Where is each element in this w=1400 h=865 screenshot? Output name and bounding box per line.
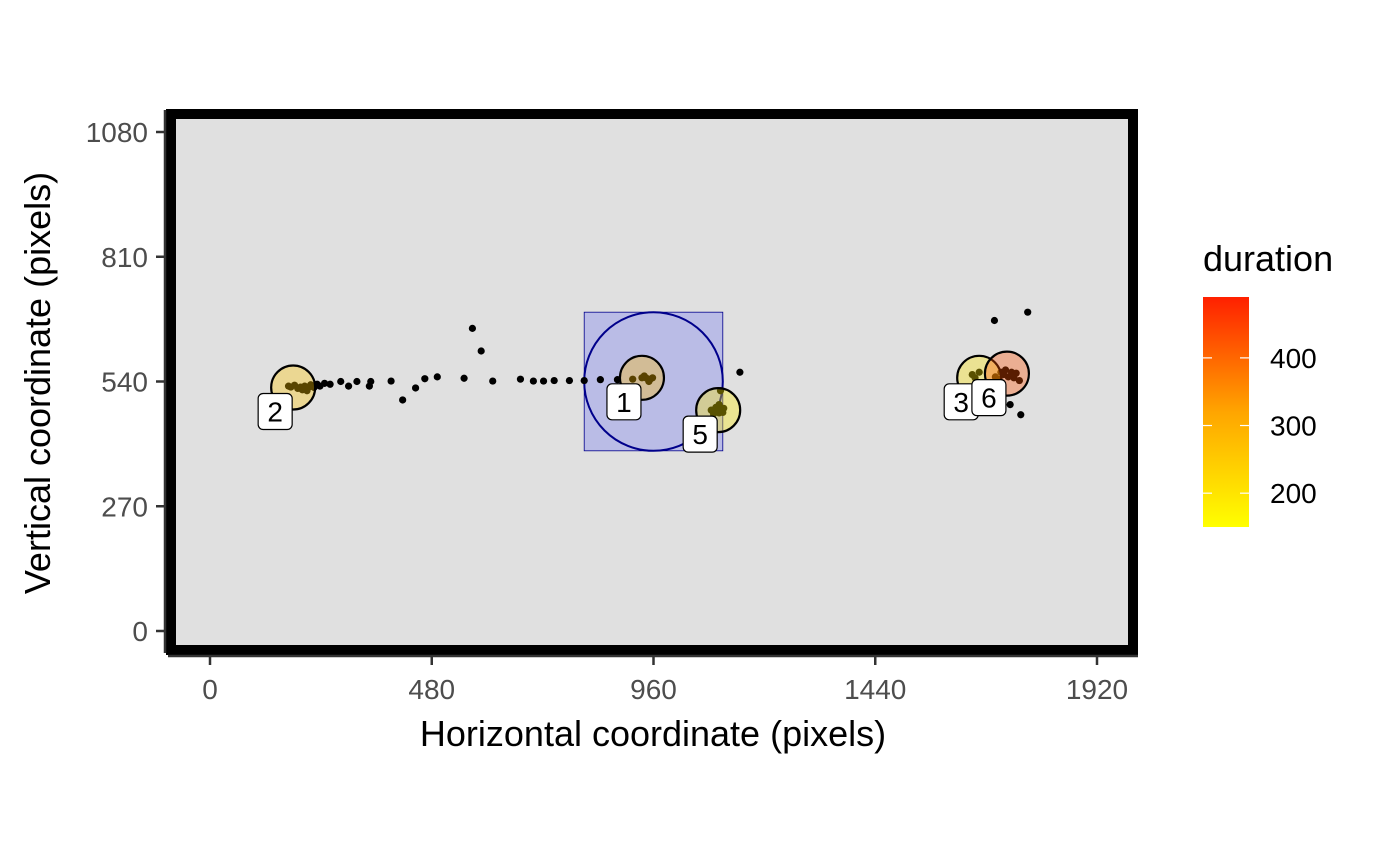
sample-point [411,384,420,392]
x-ticks: 0 480 960 1440 1920 [202,656,1128,705]
sample-point [344,382,353,390]
sample-point [516,375,525,383]
sample-point [1015,376,1023,385]
fixation-label-box [606,383,642,421]
legend-tick-label: 200 [1270,478,1317,509]
x-axis: 0 480 960 1440 1920 Horizontal coordinate (p… [168,654,1138,754]
sample-point [337,377,345,386]
sample-point [489,377,497,385]
fixation-label-box [257,392,293,431]
sample-point [477,347,485,355]
legend-tick-label: 400 [1270,343,1317,374]
sample-point [550,376,558,385]
fixation-label-box [971,379,1007,417]
sample-point [1024,308,1032,316]
sample-point [1001,366,1010,374]
sample-point [596,376,604,384]
sample-point [1006,401,1014,409]
sample-point [736,368,744,376]
sample-point [648,374,657,382]
legend: duration 200 300 400 [1203,238,1333,527]
sample-point [399,396,407,404]
sample-point [460,374,468,382]
legend-tick-label: 300 [1270,411,1317,442]
sample-point [539,377,548,385]
sample-point [353,377,361,386]
fixation-label-box [682,415,718,453]
sample-point [580,376,588,385]
y-tick-label: 540 [101,367,148,398]
fixation-label: 2 [267,397,283,428]
fixation-labels: 1 2 3 5 6 [257,379,1007,453]
y-axis-title: Vertical coordinate (pixels) [17,172,58,594]
fixation-label: 3 [953,387,969,418]
sample-point [1012,369,1020,377]
y-tick-label: 1080 [86,117,148,148]
raw-samples [284,308,1032,419]
fixation-label: 6 [981,383,997,414]
legend-ticks: 200 300 400 [1203,343,1317,509]
sample-point [387,377,395,385]
sample-point [421,375,429,383]
y-tick-label: 0 [132,616,148,647]
sample-point [715,401,723,409]
fixation-label: 5 [692,419,708,450]
y-tick-label: 810 [101,242,148,273]
x-tick-label: 0 [202,674,218,705]
sample-point [529,377,537,385]
sample-point [565,376,574,385]
sample-point [990,316,999,325]
sample-point [326,380,334,388]
legend-colorbar [1203,297,1249,527]
sample-point [320,379,329,387]
sample-point [975,368,983,376]
sample-point [367,377,375,386]
sample-point [468,324,477,332]
legend-title: duration [1203,238,1333,279]
y-ticks: 0 270 540 810 1080 [86,117,165,647]
x-tick-label: 960 [630,674,677,705]
y-axis: 0 270 540 810 1080 Vertical coordinate (pixe… [17,110,167,653]
x-tick-label: 480 [408,674,455,705]
x-axis-title: Horizontal coordinate (pixels) [420,713,886,754]
y-tick-label: 270 [101,491,148,522]
fixation-label: 1 [616,387,632,418]
sample-point [1017,411,1025,419]
sample-point [433,373,441,381]
sample-point [629,375,637,383]
x-tick-label: 1920 [1066,674,1128,705]
x-tick-label: 1440 [844,674,906,705]
